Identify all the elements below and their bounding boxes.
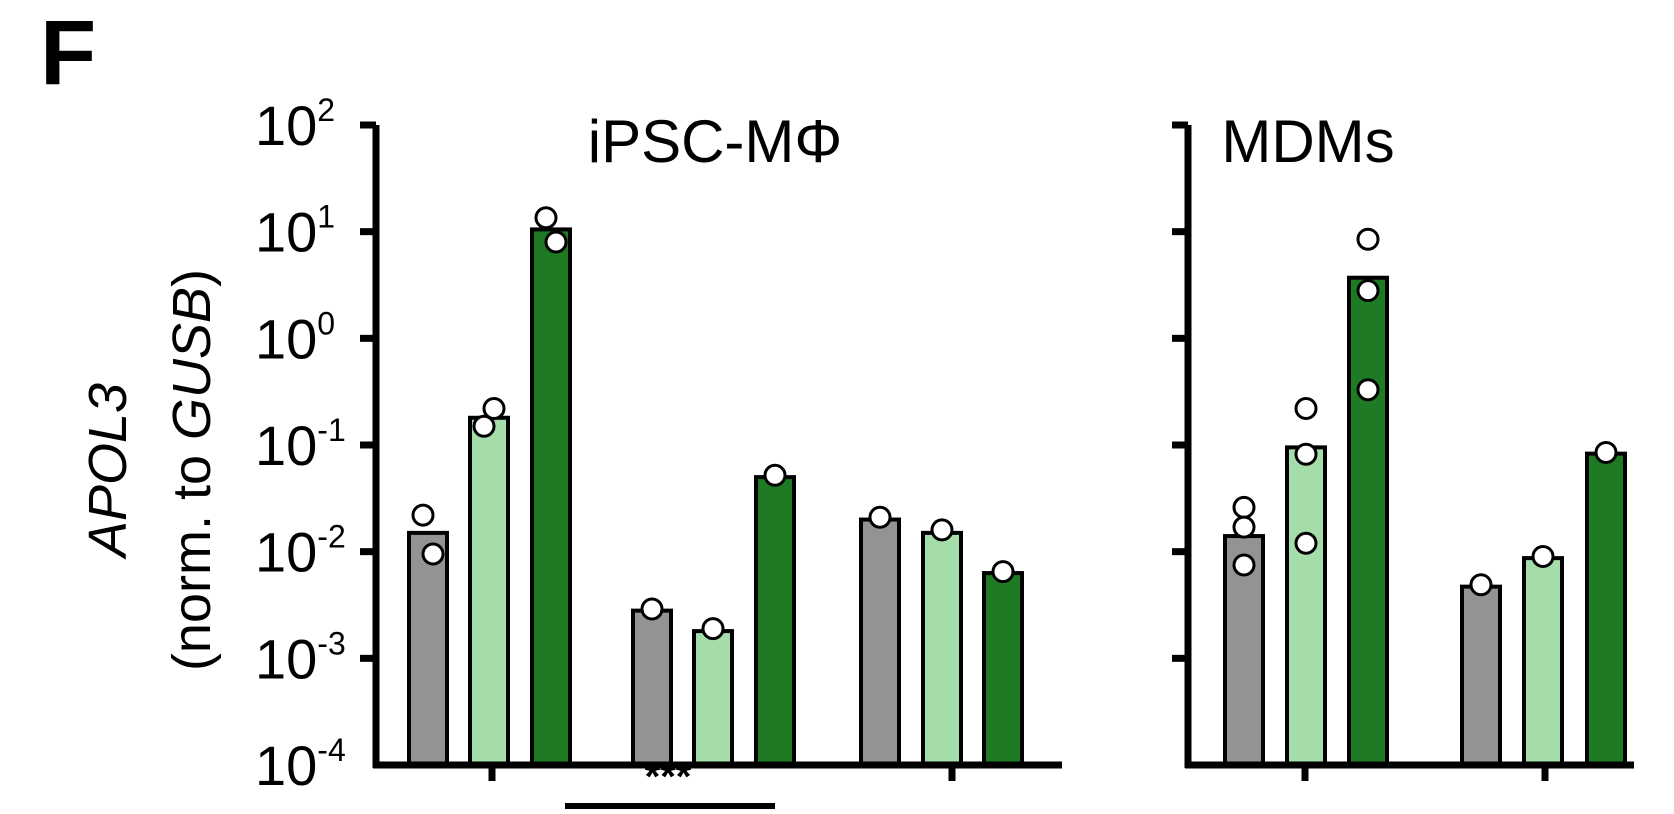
data-point — [544, 230, 568, 254]
data-point — [1294, 531, 1318, 555]
bar-dark-green — [530, 227, 572, 767]
data-point — [1356, 227, 1380, 251]
bar-light-green — [921, 530, 963, 767]
bar-dark-green — [1347, 275, 1389, 767]
data-point — [534, 206, 558, 230]
bar-gray — [859, 517, 901, 768]
data-points — [1232, 227, 1618, 597]
significance-label: *** — [645, 755, 692, 799]
axes — [1172, 121, 1634, 781]
y-tick-label: 10-3 — [255, 625, 346, 690]
y-axis-norm-label: (norm. to GUSB) — [162, 269, 222, 671]
data-point — [482, 396, 506, 420]
bar-dark-green — [982, 571, 1024, 767]
y-tick-label: 100 — [255, 305, 335, 370]
data-point — [1356, 279, 1380, 303]
data-point — [868, 505, 892, 529]
chart-ipsc-macrophages: iPSC-MΦ 102 101 100 10-1 10-2 10-3 10-4 — [255, 92, 1062, 797]
bar-light-green — [692, 629, 734, 767]
data-point — [701, 617, 725, 641]
bar-light-green — [1522, 556, 1564, 767]
bar-gray — [631, 608, 673, 767]
y-axis-norm-gene: GUSB — [162, 287, 222, 440]
y-tick-label: 10-2 — [255, 519, 346, 584]
chart-title: iPSC-MΦ — [588, 108, 843, 175]
y-tick-label: 102 — [255, 92, 335, 157]
data-points — [411, 206, 1015, 641]
bars — [407, 227, 1024, 768]
data-point — [930, 518, 954, 542]
data-point — [1469, 573, 1493, 597]
data-point — [1294, 396, 1318, 420]
data-point — [1594, 441, 1618, 465]
data-point — [1232, 515, 1256, 539]
y-tick-label: 101 — [255, 199, 335, 264]
chart-mdms: MDMs — [1172, 108, 1634, 781]
panel-label: F — [40, 2, 96, 104]
axes — [360, 121, 1062, 781]
y-axis-label: APOL3 — [78, 383, 138, 560]
y-axis-norm-suffix: ) — [162, 269, 222, 287]
bars — [1223, 275, 1627, 767]
bar-dark-green — [1585, 451, 1627, 767]
data-point — [1232, 495, 1256, 519]
bar-dark-green — [754, 475, 796, 767]
y-axis-norm-prefix: (norm. to — [162, 440, 222, 671]
data-point — [1294, 442, 1318, 466]
bar-gray — [1460, 584, 1502, 767]
data-point — [763, 463, 787, 487]
chart-title: MDMs — [1221, 108, 1394, 175]
y-tick-label: 10-1 — [255, 412, 346, 477]
bar-gray — [407, 530, 449, 767]
data-point — [1232, 553, 1256, 577]
data-point — [991, 560, 1015, 584]
y-tick-labels: 102 101 100 10-1 10-2 10-3 10-4 — [255, 92, 346, 797]
data-point — [472, 414, 496, 438]
y-tick-label: 10-4 — [255, 732, 346, 797]
data-point — [421, 542, 445, 566]
data-point — [1356, 378, 1380, 402]
data-point — [640, 597, 664, 621]
data-point — [411, 503, 435, 527]
y-axis-gene: APOL3 — [78, 383, 138, 560]
bar-light-green — [468, 415, 510, 767]
data-point — [1531, 545, 1555, 569]
bar-light-green — [1285, 445, 1327, 767]
